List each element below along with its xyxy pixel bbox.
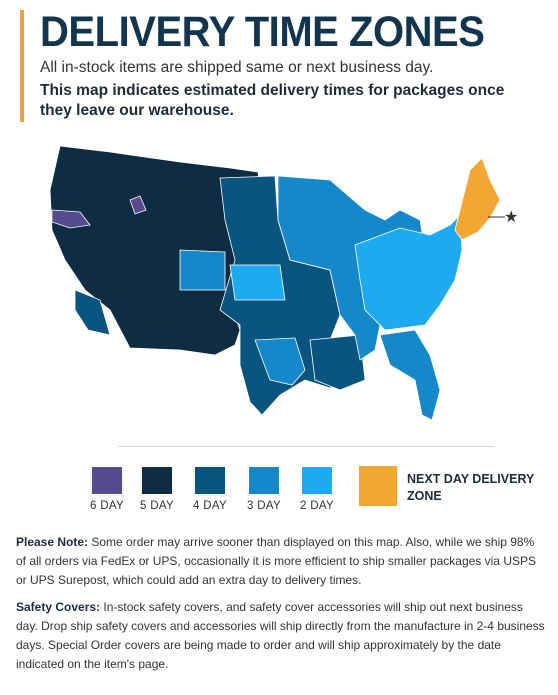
zone-6-day-idaho — [129, 195, 147, 215]
legend-swatch-2-day — [301, 466, 333, 495]
us-delivery-map: ★ — [49, 145, 518, 421]
legend-item-5-day: 5 DAY — [132, 466, 182, 512]
legend-label: 3 DAY — [247, 500, 281, 512]
legend-label: 2 DAY — [300, 500, 334, 512]
legend-swatch-6-day — [91, 466, 123, 495]
legend-item-4-day: 4 DAY — [185, 466, 235, 512]
notes: Please Note: Some order may arrive soone… — [16, 533, 546, 682]
zone-3-day-southeast — [379, 329, 441, 421]
legend-label: 6 DAY — [90, 500, 124, 512]
legend-swatch-5-day — [141, 466, 173, 495]
page-title: DELIVERY TIME ZONES — [40, 8, 485, 56]
please-note-text: Some order may arrive sooner than displa… — [16, 535, 536, 587]
star-icon: ★ — [504, 207, 518, 226]
zone-2-day — [354, 214, 463, 331]
map-description: This map indicates estimated delivery ti… — [40, 82, 505, 119]
legend-swatch-next-day — [359, 466, 397, 506]
legend-swatch-4-day — [194, 466, 226, 495]
zone-4-day-gulf — [309, 334, 366, 391]
zone-4-day-california-south — [74, 289, 111, 336]
legend-label: 4 DAY — [193, 500, 227, 512]
header: DELIVERY TIME ZONES All in-stock items a… — [20, 8, 550, 122]
zone-3-day-texas — [254, 337, 306, 386]
legend-label-next-day: NEXT DAY DELIVERY ZONE — [407, 472, 535, 503]
legend-item-next-day: NEXT DAY DELIVERY ZONE — [359, 466, 539, 508]
safety-covers-text: In-stock safety covers, and safety cover… — [16, 600, 545, 671]
zone-2-day-kansas — [229, 264, 286, 301]
legend-item-3-day: 3 DAY — [239, 466, 289, 512]
please-note-label: Please Note: — [16, 535, 89, 549]
please-note-paragraph: Please Note: Some order may arrive soone… — [16, 533, 546, 590]
legend-item-6-day: 6 DAY — [82, 466, 132, 512]
accent-bar — [20, 10, 24, 122]
divider — [118, 446, 494, 447]
legend-label: 5 DAY — [140, 500, 174, 512]
safety-covers-label: Safety Covers: — [16, 600, 101, 614]
zone-6-day-oregon — [51, 209, 91, 229]
legend-item-2-day: 2 DAY — [292, 466, 342, 512]
legend-swatch-3-day — [248, 466, 280, 495]
safety-covers-paragraph: Safety Covers: In-stock safety covers, a… — [16, 598, 546, 674]
zone-next-day — [454, 157, 501, 241]
zone-3-day-colorado — [179, 249, 226, 291]
legend: 6 DAY 5 DAY 4 DAY 3 DAY 2 DAY NEXT DAY D… — [82, 466, 542, 514]
subtitle: All in-stock items are shipped same or n… — [40, 59, 434, 76]
